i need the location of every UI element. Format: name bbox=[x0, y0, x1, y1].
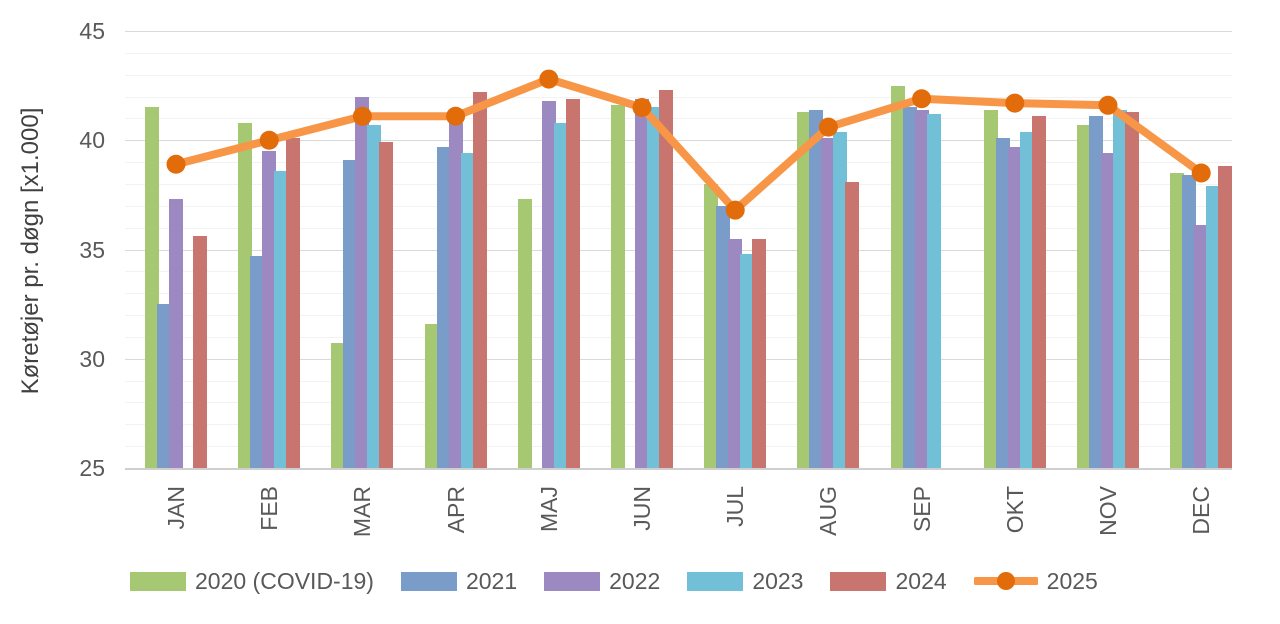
major-gridline-30 bbox=[125, 358, 1232, 360]
legend-item-2020: 2020 (COVID-19) bbox=[130, 568, 374, 595]
bar-2024-JAN bbox=[193, 236, 207, 468]
x-tick-label-JUN: JUN bbox=[629, 486, 655, 531]
bar-2024-APR bbox=[472, 92, 487, 468]
bar-2024-JUL bbox=[752, 238, 767, 468]
legend-swatch-2023 bbox=[687, 571, 744, 591]
x-tick-label-MAR: MAR bbox=[349, 486, 376, 538]
bar-2022-NOV bbox=[1101, 153, 1115, 468]
legend-swatch-2020 bbox=[130, 571, 186, 591]
legend-label-2020: 2020 (COVID-19) bbox=[195, 567, 374, 594]
y-axis-title: Køretøjer pr. døgn [x1.000] bbox=[17, 107, 44, 395]
legend-item-2023: 2023 bbox=[687, 568, 803, 595]
minor-gridline-26 bbox=[125, 446, 1232, 448]
x-tick-label-OKT: OKT bbox=[1001, 486, 1028, 534]
x-tick-label-JUL: JUL bbox=[722, 486, 749, 527]
major-gridline-35 bbox=[125, 249, 1232, 251]
bar-2022-OKT bbox=[1007, 146, 1022, 468]
legend-swatch-2021 bbox=[400, 571, 457, 591]
legend-item-2024: 2024 bbox=[830, 567, 947, 595]
minor-gridline-29 bbox=[125, 380, 1232, 382]
bar-2021-MAR bbox=[343, 159, 358, 468]
y-tick-label-40: 40 bbox=[79, 127, 105, 154]
bar-2024-JUN bbox=[659, 89, 673, 468]
bar-2020-JAN bbox=[145, 107, 159, 468]
marker-2025-MAJ bbox=[539, 69, 559, 89]
legend-label-2023: 2023 bbox=[752, 567, 804, 594]
bar-2021-DEC bbox=[1182, 175, 1197, 468]
x-tick-label-JAN: JAN bbox=[163, 486, 189, 530]
bar-2023-APR bbox=[460, 153, 475, 468]
plot-area bbox=[125, 31, 1233, 470]
marker-2025-JAN bbox=[166, 154, 186, 174]
bar-2024-MAJ bbox=[565, 98, 580, 468]
bar-2022-AUG bbox=[821, 138, 836, 468]
bar-2020-DEC bbox=[1170, 173, 1185, 468]
x-tick-label-MAJ: MAJ bbox=[535, 486, 562, 532]
x-tick-label-NOV: NOV bbox=[1095, 486, 1121, 536]
x-tick-label-APR: APR bbox=[442, 486, 469, 534]
legend-label-2024: 2024 bbox=[895, 567, 947, 594]
minor-gridline-27 bbox=[125, 424, 1232, 426]
bar-2023-OKT bbox=[1019, 131, 1034, 468]
bar-2022-DEC bbox=[1194, 225, 1209, 468]
bar-2020-JUN bbox=[611, 105, 625, 468]
bar-2022-JAN bbox=[169, 199, 183, 468]
bar-2024-NOV bbox=[1125, 111, 1139, 468]
line-2025 bbox=[172, 75, 1206, 215]
minor-gridline-43 bbox=[125, 74, 1232, 76]
minor-gridline-36 bbox=[125, 227, 1232, 229]
major-gridline-45 bbox=[125, 31, 1232, 32]
x-tick-label-SEP: SEP bbox=[908, 486, 935, 533]
bar-2020-MAJ bbox=[517, 199, 532, 468]
bar-2022-FEB bbox=[262, 151, 277, 468]
minor-gridline-32 bbox=[125, 315, 1232, 317]
bar-2024-FEB bbox=[286, 138, 301, 468]
bar-2023-AUG bbox=[833, 131, 848, 468]
x-tick-label-DEC: DEC bbox=[1188, 486, 1215, 535]
bar-2021-APR bbox=[436, 146, 451, 468]
bar-2024-AUG bbox=[845, 181, 860, 468]
minor-gridline-31 bbox=[125, 336, 1232, 338]
legend-swatch-2022 bbox=[544, 571, 601, 591]
legend-swatch-2024 bbox=[830, 571, 887, 591]
legend: 2020 (COVID-19) 2021 2022 2023 2024 2025 bbox=[130, 566, 1098, 596]
y-tick-label-30: 30 bbox=[79, 345, 105, 372]
legend-swatch-line-2025 bbox=[973, 572, 1038, 590]
legend-item-2025: 2025 bbox=[973, 567, 1098, 595]
legend-item-2022: 2022 bbox=[544, 568, 660, 595]
minor-gridline-33 bbox=[125, 293, 1232, 295]
bar-2020-MAR bbox=[331, 343, 346, 468]
bar-2024-OKT bbox=[1031, 116, 1046, 468]
minor-gridline-28 bbox=[125, 402, 1232, 404]
minor-gridline-34 bbox=[125, 271, 1232, 273]
minor-gridline-41 bbox=[125, 118, 1232, 120]
minor-gridline-44 bbox=[125, 52, 1232, 54]
bar-2022-JUL bbox=[728, 238, 743, 468]
y-tick-label-45: 45 bbox=[79, 18, 105, 44]
minor-gridline-42 bbox=[125, 96, 1232, 98]
bar-2023-FEB bbox=[274, 170, 289, 468]
legend-label-2022: 2022 bbox=[609, 567, 661, 594]
bar-2023-JUL bbox=[740, 253, 755, 468]
bar-2024-DEC bbox=[1218, 166, 1233, 468]
marker-2025-SEP bbox=[912, 89, 932, 109]
bar-2020-APR bbox=[424, 323, 439, 468]
bar-2021-OKT bbox=[995, 138, 1010, 468]
bar-2021-JUL bbox=[716, 205, 731, 468]
bar-2021-JAN bbox=[157, 304, 171, 468]
y-tick-label-35: 35 bbox=[79, 236, 105, 263]
x-tick-label-AUG: AUG bbox=[815, 486, 842, 536]
bar-2020-JUL bbox=[704, 183, 719, 468]
legend-label-2025: 2025 bbox=[1046, 567, 1098, 594]
x-tick-label-FEB: FEB bbox=[256, 486, 283, 531]
bar-2023-SEP bbox=[926, 114, 941, 468]
bar-2023-DEC bbox=[1206, 186, 1221, 468]
bar-2021-FEB bbox=[250, 256, 265, 468]
legend-item-2021: 2021 bbox=[400, 567, 518, 595]
bar-2024-MAR bbox=[379, 142, 394, 468]
y-tick-label-25: 25 bbox=[79, 455, 105, 481]
legend-label-2021: 2021 bbox=[465, 567, 518, 594]
